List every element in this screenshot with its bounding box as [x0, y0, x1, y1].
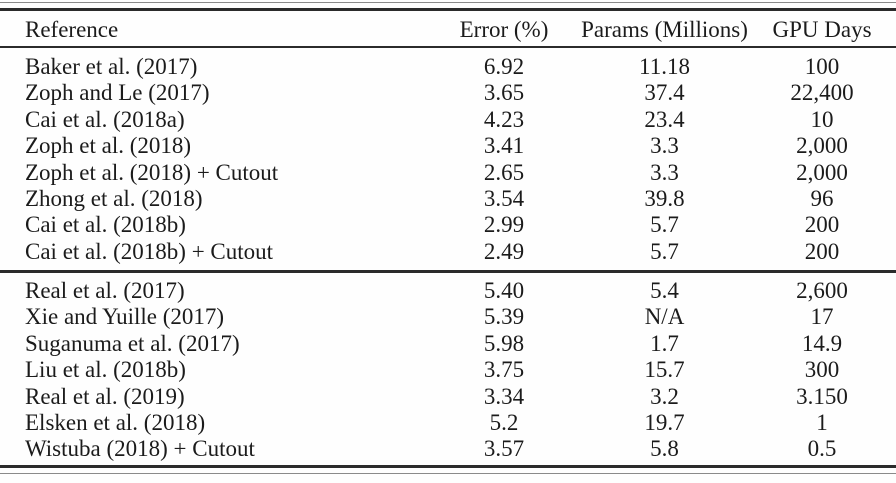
cell-reference: Cai et al. (2018a)	[25, 106, 185, 132]
table-group-top: Baker et al. (2017) 6.92 11.18 100 Zoph and …	[0, 54, 896, 265]
cell-reference: Real et al. (2019)	[25, 383, 185, 409]
cell-error: 3.54	[483, 185, 525, 211]
cell-params: 37.4	[644, 80, 685, 106]
bottom-rule-thick	[0, 465, 896, 468]
cell-gpu-days: 22,400	[790, 80, 854, 106]
cell-error: 3.75	[483, 357, 525, 383]
cell-params: 5.7	[650, 238, 679, 264]
cell-reference: Baker et al. (2017)	[25, 54, 198, 79]
cell-error: 6.92	[483, 54, 525, 79]
cell-reference: Liu et al. (2018b)	[25, 357, 186, 383]
column-header-params: Params (Millions)	[581, 17, 748, 42]
cell-gpu-days: 2,000	[796, 159, 848, 185]
cell-reference: Zhong et al. (2018)	[25, 185, 203, 211]
table-row: Cai et al. (2018a) 4.23 23.4 10	[0, 107, 896, 133]
header-rule	[0, 46, 896, 48]
cell-params: 5.8	[650, 436, 679, 462]
cell-gpu-days: 17	[810, 304, 834, 330]
column-header-reference: Reference	[25, 17, 119, 42]
column-header-error: Error (%)	[459, 17, 549, 42]
table-row: Cai et al. (2018b) + Cutout 2.49 5.7 200	[0, 239, 896, 265]
cell-gpu-days: 2,600	[796, 278, 848, 303]
table-row: Zhong et al. (2018) 3.54 39.8 96	[0, 186, 896, 212]
cell-params: 1.7	[650, 330, 679, 356]
cell-error: 4.23	[483, 106, 525, 132]
cell-params: 39.8	[644, 185, 685, 211]
cell-reference: Wistuba (2018) + Cutout	[25, 436, 255, 462]
cell-params: 5.4	[650, 278, 679, 303]
cell-error: 2.49	[483, 238, 525, 264]
cell-error: 2.99	[483, 212, 525, 238]
table-row: Baker et al. (2017) 6.92 11.18 100	[0, 54, 896, 80]
table-header-row: Reference Error (%) Params (Millions) GP…	[0, 13, 896, 46]
cell-error: 5.2	[489, 409, 519, 435]
cell-params: 23.4	[644, 106, 685, 132]
cell-gpu-days: 100	[804, 54, 840, 79]
table-row: Real et al. (2019) 3.34 3.2 3.150	[0, 384, 896, 410]
cell-reference: Xie and Yuille (2017)	[25, 304, 225, 330]
cell-error: 5.39	[483, 304, 525, 330]
cell-error: 5.40	[483, 278, 525, 303]
cell-reference: Zoph et al. (2018) + Cutout	[25, 159, 279, 185]
table-row: Zoph et al. (2018) + Cutout 2.65 3.3 2,000	[0, 160, 896, 186]
cell-error: 3.41	[483, 133, 525, 159]
cell-error: 2.65	[483, 159, 525, 185]
cell-error: 3.34	[483, 383, 525, 409]
cell-gpu-days: 14.9	[801, 330, 843, 356]
cell-gpu-days: 300	[804, 357, 840, 383]
cell-reference: Elsken et al. (2018)	[25, 409, 206, 435]
table-row: Zoph et al. (2018) 3.41 3.3 2,000	[0, 133, 896, 159]
cell-gpu-days: 96	[810, 185, 834, 211]
cell-reference: Real et al. (2017)	[25, 278, 185, 303]
cell-gpu-days: 0.5	[807, 436, 837, 462]
cell-reference: Zoph and Le (2017)	[25, 80, 210, 106]
cell-gpu-days: 200	[804, 212, 840, 238]
cell-gpu-days: 1	[816, 409, 828, 435]
cell-params: 11.18	[639, 54, 690, 79]
group-separator-rule	[0, 270, 896, 273]
cell-params: 15.7	[644, 357, 685, 383]
cell-params: 3.2	[650, 383, 679, 409]
cell-gpu-days: 10	[810, 106, 834, 132]
cell-params: N/A	[644, 304, 685, 330]
cell-reference: Suganuma et al. (2017)	[25, 330, 240, 356]
column-header-gpu-days: GPU Days	[772, 17, 872, 42]
cell-reference: Cai et al. (2018b)	[25, 212, 186, 238]
table-row: Zoph and Le (2017) 3.65 37.4 22,400	[0, 80, 896, 106]
top-rule-thick	[0, 8, 896, 11]
cell-error: 3.65	[483, 80, 525, 106]
table-row: Cai et al. (2018b) 2.99 5.7 200	[0, 212, 896, 238]
cell-error: 5.98	[483, 330, 525, 356]
cell-gpu-days: 3.150	[796, 383, 848, 409]
top-rule-thin	[0, 2, 896, 3]
table-group-bottom: Real et al. (2017) 5.40 5.4 2,600 Xie and Yu…	[0, 278, 896, 463]
table-row: Xie and Yuille (2017) 5.39 N/A 17	[0, 304, 896, 330]
cell-params: 3.3	[650, 133, 679, 159]
cell-gpu-days: 200	[804, 238, 840, 264]
bottom-rule-thin	[0, 473, 896, 474]
cell-reference: Zoph et al. (2018)	[25, 133, 192, 159]
cell-reference: Cai et al. (2018b) + Cutout	[25, 238, 274, 264]
table-row: Real et al. (2017) 5.40 5.4 2,600	[0, 278, 896, 304]
table-row: Wistuba (2018) + Cutout 3.57 5.8 0.5	[0, 436, 896, 462]
table-row: Elsken et al. (2018) 5.2 19.7 1	[0, 410, 896, 436]
table-row: Liu et al. (2018b) 3.75 15.7 300	[0, 357, 896, 383]
cell-error: 3.57	[483, 436, 525, 462]
cell-params: 3.3	[650, 159, 679, 185]
table-row: Suganuma et al. (2017) 5.98 1.7 14.9	[0, 331, 896, 357]
cell-gpu-days: 2,000	[796, 133, 848, 159]
cell-params: 19.7	[644, 409, 685, 435]
cell-params: 5.7	[650, 212, 679, 238]
